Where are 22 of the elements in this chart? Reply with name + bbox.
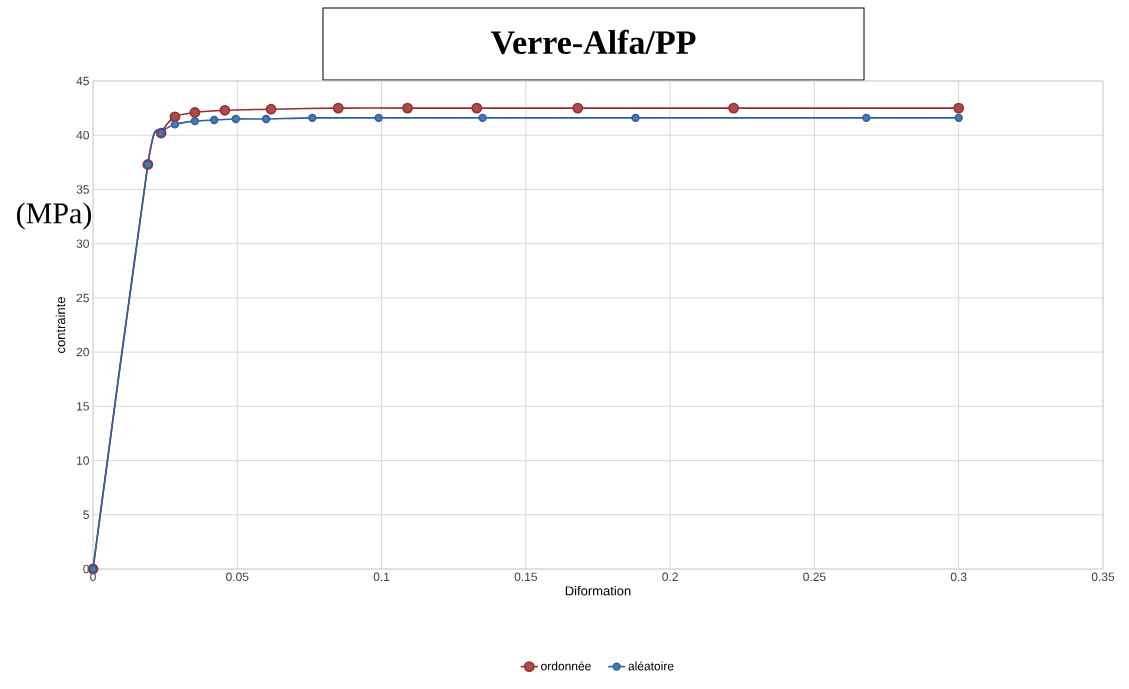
y-tick-label: 20 [76, 347, 90, 357]
x-tick-label: 0.25 [803, 572, 826, 582]
y-tick-label: 15 [77, 402, 89, 411]
x-tick-label: 0.15 [514, 572, 538, 582]
x-tick-label: 0.2 [662, 572, 678, 582]
y-axis-title: contrainte [55, 297, 66, 353]
chart-title: Verre-Alfa/PP [490, 29, 696, 55]
y-tick-label: 5 [83, 510, 89, 519]
y-tick-label: 40 [76, 130, 90, 140]
y-tick-label: 25 [76, 293, 89, 303]
legend-label: aléatoire [628, 661, 674, 671]
x-tick-label: 0.35 [1091, 572, 1115, 582]
x-tick-label: 0.1 [373, 572, 390, 582]
y-tick-label: 10 [77, 456, 90, 465]
y-tick-label: 45 [76, 76, 89, 86]
y-tick-label: 30 [76, 239, 90, 248]
x-tick-label: 0.05 [226, 572, 249, 582]
text: (MPa) [16, 202, 92, 230]
x-tick-label: 0.3 [950, 572, 967, 582]
legend-label: ordonnée [541, 661, 591, 671]
x-axis-title: Diformation [565, 585, 631, 596]
y-tick-label: 35 [76, 185, 89, 194]
